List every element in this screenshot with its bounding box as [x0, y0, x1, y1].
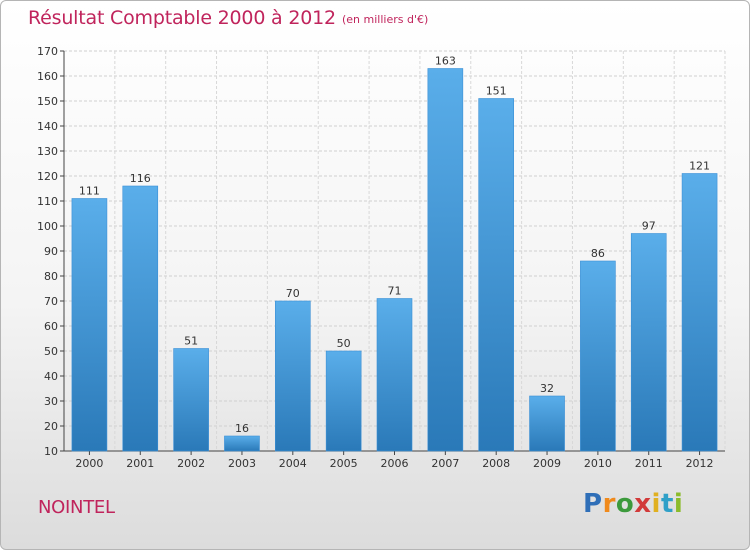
y-tick-label: 90 — [44, 245, 58, 258]
label-layer: 2000 111 2001 116 2002 51 2003 16 2004 70 2005 50 20… — [75, 55, 713, 471]
logo-letter: r — [602, 489, 616, 519]
data-label: 97 — [642, 220, 656, 233]
data-label: 121 — [689, 160, 710, 173]
y-tick-label: 170 — [37, 45, 58, 58]
y-tick-label: 160 — [37, 70, 58, 83]
y-tick-label: 100 — [37, 220, 58, 233]
x-tick-label: 2003 — [228, 457, 256, 470]
x-tick-label: 2012 — [686, 457, 714, 470]
commune-name: NOINTEL — [38, 497, 115, 518]
proxiti-logo: Proxiti — [583, 489, 683, 519]
x-tick-label: 2000 — [75, 457, 103, 470]
y-tick-label: 120 — [37, 170, 58, 183]
y-tick-label: 80 — [44, 270, 58, 283]
x-tick-label: 2004 — [279, 457, 307, 470]
y-tick-label: 110 — [37, 195, 58, 208]
bar — [173, 348, 209, 452]
bar — [224, 435, 260, 452]
bar — [325, 350, 362, 452]
data-label: 16 — [235, 422, 249, 435]
logo-letter: x — [634, 489, 652, 519]
x-tick-label: 2008 — [482, 457, 510, 470]
x-tick-label: 2005 — [330, 457, 358, 470]
logo-letter: o — [615, 489, 635, 519]
logo-letter: t — [660, 489, 674, 519]
chart-unit: (en milliers d'€) — [342, 13, 429, 26]
bar — [478, 98, 514, 452]
data-label: 111 — [79, 185, 100, 198]
data-label: 51 — [184, 335, 198, 348]
bar — [580, 260, 616, 452]
bar-layer — [71, 68, 718, 452]
y-tick-label: 60 — [44, 320, 58, 333]
bar — [376, 298, 413, 452]
y-tick-label: 40 — [44, 370, 58, 383]
data-label: 70 — [286, 287, 300, 300]
y-tick-label: 10 — [44, 445, 58, 458]
data-label: 50 — [337, 337, 351, 350]
bar — [71, 198, 108, 452]
x-tick-label: 2009 — [533, 457, 561, 470]
y-tick-label: 30 — [44, 395, 58, 408]
y-tick-label: 20 — [44, 420, 58, 433]
data-label: 151 — [486, 85, 507, 98]
y-tick-label: 150 — [37, 95, 58, 108]
x-tick-label: 2011 — [635, 457, 663, 470]
chart-title: Résultat Comptable 2000 à 2012 — [28, 7, 336, 29]
data-label: 71 — [388, 285, 402, 298]
bar — [529, 395, 565, 452]
bar — [630, 233, 667, 452]
bar — [275, 300, 311, 452]
x-tick-label: 2006 — [381, 457, 409, 470]
x-tick-label: 2002 — [177, 457, 205, 470]
logo-letter: i — [651, 489, 661, 519]
y-tick-label: 140 — [37, 120, 58, 133]
data-label: 32 — [540, 382, 554, 395]
bar — [122, 185, 159, 452]
logo-letter: i — [673, 489, 684, 519]
y-tick-label: 50 — [44, 345, 58, 358]
bar — [427, 68, 464, 452]
x-tick-label: 2001 — [126, 457, 154, 470]
data-label: 116 — [130, 172, 151, 185]
data-label: 86 — [591, 247, 605, 260]
x-tick-label: 2010 — [584, 457, 612, 470]
y-tick-label: 70 — [44, 295, 58, 308]
data-label: 163 — [435, 55, 456, 68]
logo-letter: P — [583, 489, 603, 519]
bar — [681, 173, 718, 452]
y-tick-label: 130 — [37, 145, 58, 158]
x-tick-label: 2007 — [431, 457, 459, 470]
